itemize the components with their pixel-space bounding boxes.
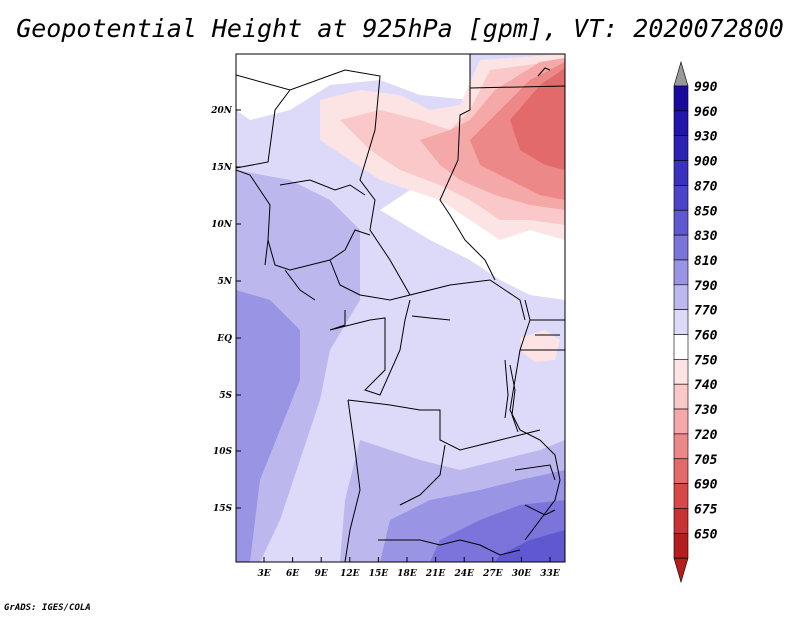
lon-tick-label: 12E bbox=[340, 569, 360, 579]
lat-tick-label: 10N bbox=[211, 220, 233, 230]
colorbar-label: 810 bbox=[694, 254, 718, 269]
colorbar-label: 930 bbox=[694, 130, 718, 145]
border-line bbox=[236, 69, 526, 321]
lon-tick-label: 6E bbox=[286, 569, 299, 579]
lon-tick-label: 9E bbox=[315, 569, 328, 579]
colorbar-label: 750 bbox=[694, 353, 718, 368]
colorbar-label: 730 bbox=[694, 403, 718, 418]
colorbar-swatch bbox=[673, 433, 689, 460]
border-line bbox=[347, 399, 541, 451]
colorbar-bottom-arrow bbox=[673, 557, 689, 584]
longitude-ticks: 3E 6E 9E 12E 15E 18E 21E 24E 27E 30E 33E bbox=[257, 557, 560, 579]
contour-810-coast bbox=[236, 290, 300, 562]
colorbar-swatch bbox=[673, 160, 689, 186]
lon-tick-label: 27E bbox=[482, 569, 503, 579]
colorbar-swatch bbox=[673, 359, 689, 385]
lake-line bbox=[524, 504, 556, 516]
colorbar-swatch bbox=[673, 209, 689, 236]
contour-750-lake bbox=[520, 330, 560, 362]
colorbar-label: 850 bbox=[694, 204, 718, 219]
lon-tick-label: 21E bbox=[425, 569, 446, 579]
border-line bbox=[344, 399, 361, 562]
lon-tick-label: 33E bbox=[540, 569, 560, 579]
border-line bbox=[329, 259, 411, 301]
colorbar-swatch bbox=[673, 334, 689, 360]
colorbar-swatch bbox=[673, 259, 689, 286]
colorbar-swatch bbox=[673, 458, 689, 484]
colorbar-label: 705 bbox=[694, 453, 718, 468]
colorbar-swatch bbox=[673, 483, 689, 509]
lake-line bbox=[411, 315, 451, 321]
colorbar-swatch bbox=[673, 508, 689, 534]
lon-tick-label: 18E bbox=[397, 569, 417, 579]
colorbar-label: 830 bbox=[694, 229, 718, 244]
contour-760-north bbox=[236, 54, 470, 120]
chart-title: Geopotential Height at 925hPa [gpm], VT:… bbox=[16, 14, 784, 43]
lon-tick-label: 15E bbox=[369, 569, 389, 579]
lat-tick-label: 10S bbox=[213, 447, 233, 457]
country-borders bbox=[236, 54, 565, 562]
contour-705 bbox=[510, 68, 565, 170]
border-line bbox=[236, 89, 291, 169]
colorbar-label: 650 bbox=[694, 527, 718, 542]
colorbar-swatch bbox=[673, 85, 689, 112]
lon-tick-label: 24E bbox=[454, 569, 475, 579]
colorbar-swatch bbox=[673, 185, 689, 211]
contour-field bbox=[236, 54, 565, 562]
lat-tick-label: 15N bbox=[211, 163, 233, 173]
lat-tick-label: EQ bbox=[216, 334, 232, 344]
border-line bbox=[279, 179, 366, 196]
colorbar-swatch bbox=[673, 309, 689, 335]
lake-line bbox=[504, 359, 519, 433]
lat-tick-label: 20N bbox=[210, 106, 233, 116]
border-line bbox=[509, 299, 561, 541]
colorbar-label: 675 bbox=[694, 502, 718, 517]
colorbar-label: 900 bbox=[694, 155, 718, 170]
colorbar-swatch bbox=[673, 284, 689, 310]
colorbar-label: 960 bbox=[694, 105, 718, 120]
colorbar-label: 870 bbox=[694, 179, 718, 194]
border-line bbox=[378, 539, 521, 556]
border-line bbox=[514, 464, 556, 481]
colorbar-swatch bbox=[673, 135, 689, 161]
colorbar-top-arrow bbox=[673, 60, 689, 87]
lat-tick-label: 5S bbox=[219, 391, 232, 401]
border-line bbox=[537, 67, 551, 77]
lat-tick-label: 15S bbox=[213, 504, 233, 514]
border-line bbox=[469, 85, 565, 89]
colorbar-label: 720 bbox=[694, 428, 718, 443]
lon-tick-label: 30E bbox=[512, 569, 532, 579]
colorbar-label: 690 bbox=[694, 478, 718, 493]
contour-760-central bbox=[380, 190, 565, 300]
border-line bbox=[236, 169, 271, 266]
border-line bbox=[329, 299, 411, 396]
colorbar: 990 960 930 900 870 850 830 810 790 770 760 750 740 7… bbox=[673, 60, 718, 584]
grads-credit: GrADS: IGES/COLA bbox=[4, 603, 91, 613]
map-frame bbox=[235, 53, 566, 563]
border-line bbox=[399, 444, 446, 506]
lat-tick-label: 5N bbox=[218, 277, 233, 287]
border-line bbox=[520, 319, 565, 351]
colorbar-label: 990 bbox=[694, 80, 718, 95]
colorbar-label: 740 bbox=[694, 378, 718, 393]
contour-850-south bbox=[495, 530, 565, 562]
latitude-ticks: 20N 15N 10N 5N EQ 5S 10S 15S bbox=[210, 106, 241, 514]
colorbar-label: 790 bbox=[694, 279, 718, 294]
colorbar-label: 760 bbox=[694, 329, 718, 344]
border-line bbox=[267, 229, 371, 271]
colorbar-swatch bbox=[673, 532, 689, 559]
border-line bbox=[439, 54, 496, 281]
border-line bbox=[284, 269, 316, 301]
colorbar-swatch bbox=[673, 383, 689, 410]
colorbar-swatch bbox=[673, 110, 689, 136]
lon-tick-label: 3E bbox=[257, 569, 270, 579]
colorbar-swatch bbox=[673, 234, 689, 261]
colorbar-label: 770 bbox=[694, 304, 718, 319]
colorbar-swatch bbox=[673, 408, 689, 435]
